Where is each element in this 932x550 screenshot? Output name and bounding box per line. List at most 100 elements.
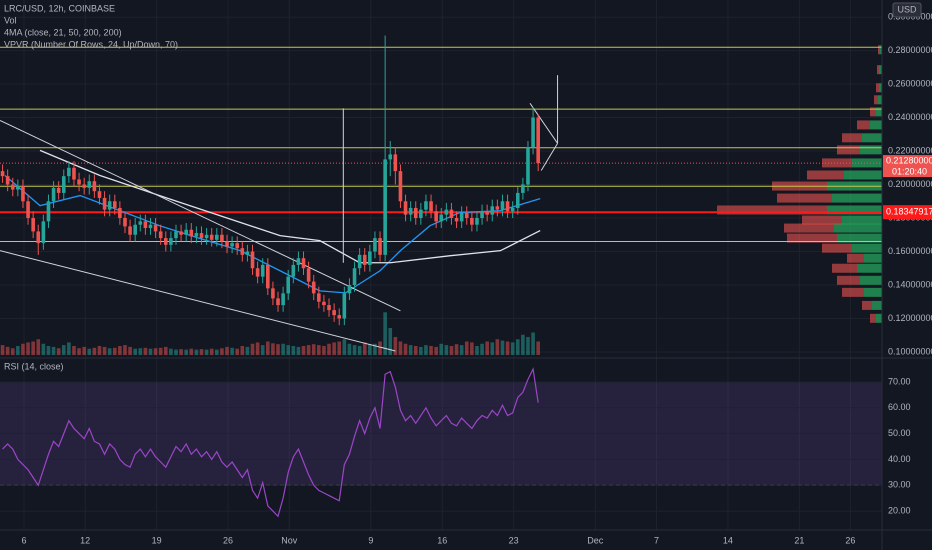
red-level-label: 0.18347917 xyxy=(886,207,932,217)
volume-legend: Vol xyxy=(4,15,17,25)
candle-body xyxy=(153,224,158,232)
candle-body xyxy=(56,187,61,193)
candle-body xyxy=(434,211,438,222)
x-tick-label: Nov xyxy=(281,535,298,545)
candle-body xyxy=(143,221,148,229)
vpvr-down xyxy=(876,83,879,93)
candle-body xyxy=(230,243,234,247)
currency-badge[interactable] xyxy=(892,2,922,18)
vpvr-up xyxy=(864,253,882,263)
volume-bar xyxy=(388,328,393,355)
candle-body xyxy=(393,154,398,172)
volume-bar xyxy=(61,345,66,355)
x-tick-label: 21 xyxy=(794,535,804,545)
candle-body xyxy=(0,171,5,177)
candle-body xyxy=(373,238,377,252)
vpvr-up xyxy=(876,313,882,323)
candle-body xyxy=(388,154,393,160)
candle-body xyxy=(347,284,352,294)
x-tick-label: 26 xyxy=(223,535,233,545)
volume-bar xyxy=(92,347,97,355)
candle-body xyxy=(46,201,51,222)
candle-body xyxy=(470,218,474,225)
volume-bar xyxy=(87,348,92,355)
candle-body xyxy=(138,221,143,225)
candle-body xyxy=(449,209,454,219)
volume-bar xyxy=(260,345,265,355)
candle-body xyxy=(87,181,92,188)
volume-bar xyxy=(245,346,250,355)
volume-bar xyxy=(97,346,102,355)
y-tick-label: 0.16000000 xyxy=(888,246,932,256)
y-tick-label: 0.26000000 xyxy=(888,78,932,88)
volume-bar xyxy=(291,346,296,355)
candle-body xyxy=(163,238,168,245)
volume-bar xyxy=(383,312,387,355)
volume-bar xyxy=(235,348,240,355)
candle-body xyxy=(41,221,46,244)
candle-body xyxy=(291,264,296,277)
grid xyxy=(0,0,882,530)
volume-bar xyxy=(209,348,214,355)
vpvr-up xyxy=(878,95,882,105)
volume-bar xyxy=(373,343,377,355)
red-level-badge xyxy=(883,205,932,220)
volume-bar xyxy=(515,339,520,355)
ma-legend: 4MA (close, 21, 50, 200, 200) xyxy=(4,27,122,37)
candle-body xyxy=(107,201,112,210)
candle-body xyxy=(31,218,35,232)
volume-bar xyxy=(220,348,224,355)
volume-bar xyxy=(332,342,336,355)
candle-body xyxy=(118,207,122,219)
candle-body xyxy=(378,238,382,255)
x-tick-label: 14 xyxy=(723,535,733,545)
vpvr-up xyxy=(879,83,882,93)
candle-body xyxy=(485,211,489,215)
volume-bar xyxy=(352,345,357,355)
volume-bar xyxy=(5,346,10,355)
volume-bar xyxy=(56,348,61,355)
rsi-line xyxy=(2,367,539,518)
candle-body xyxy=(306,268,311,282)
volume-bar xyxy=(179,349,183,355)
candle-body xyxy=(72,167,76,180)
candle-body xyxy=(123,218,127,227)
vpvr-up xyxy=(834,223,882,233)
candle-body xyxy=(245,251,250,255)
candle-body xyxy=(480,211,484,219)
volume-bar xyxy=(271,343,275,355)
vpvr-down xyxy=(870,313,876,323)
x-tick-label: 6 xyxy=(21,535,26,545)
volume-bar xyxy=(368,344,372,355)
vpvr-up xyxy=(872,300,882,310)
candle-body xyxy=(97,191,102,198)
currency-label[interactable]: USD xyxy=(897,4,917,14)
volume-bar xyxy=(281,343,285,355)
candle-body xyxy=(515,192,520,208)
candle-body xyxy=(158,231,163,239)
vpvr-up xyxy=(842,215,882,225)
volume-bar xyxy=(72,346,76,355)
volume-bar xyxy=(16,346,20,355)
candle-body xyxy=(439,214,444,222)
vpvr-up xyxy=(864,287,882,297)
candle-body xyxy=(184,229,188,235)
rsi-tick-label: 70.00 xyxy=(888,376,911,386)
candle-body xyxy=(368,251,372,265)
candle-body xyxy=(209,234,214,240)
volume-bar xyxy=(311,344,316,355)
vpvr-down xyxy=(832,263,857,273)
volume-bar xyxy=(0,345,5,355)
volume-bar xyxy=(362,342,367,355)
vpvr-down xyxy=(842,287,864,297)
candle-body xyxy=(500,201,505,210)
volume-bar xyxy=(204,349,209,355)
volume-bar xyxy=(46,346,51,355)
volume-bar xyxy=(521,334,525,355)
volume-bar xyxy=(169,348,173,355)
candle-body xyxy=(77,179,81,185)
x-tick-label: 19 xyxy=(152,535,162,545)
vpvr-down xyxy=(877,65,879,75)
candle-body xyxy=(266,264,270,289)
rsi-tick-label: 60.00 xyxy=(888,402,911,412)
